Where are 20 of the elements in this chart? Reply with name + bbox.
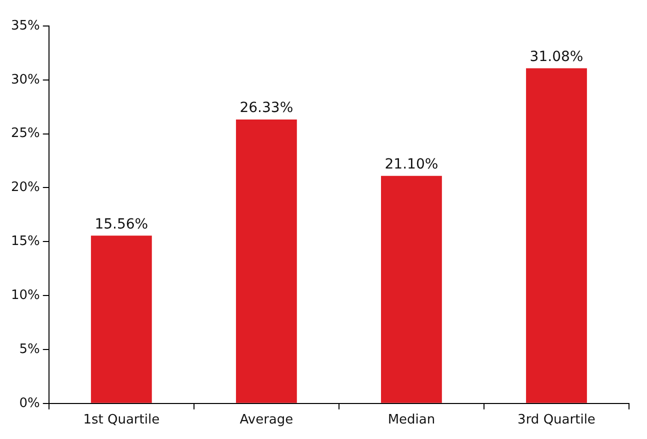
y-tick-label: 15% [10,234,40,250]
x-tick-label: 1st Quartile [83,412,160,428]
data-label: 15.56% [94,216,148,232]
data-label: 31.08% [530,48,584,65]
y-tick-label: 10% [10,288,40,303]
data-label: 26.33% [240,100,294,116]
y-tick-label: 30% [10,72,40,88]
y-tick-label: 0% [19,396,40,411]
y-tick-label: 35% [10,18,40,34]
data-label: 21.10% [384,156,438,173]
bar [90,236,152,403]
bar [236,119,297,403]
x-tick-label: 3rd Quartile [518,412,596,428]
y-tick-label: 5% [19,342,40,357]
x-tick-label: Median [388,412,436,428]
bar [381,176,442,403]
y-tick-label: 20% [10,180,40,196]
y-tick-label: 25% [10,126,40,142]
x-tick-label: Average [240,412,294,428]
bar [526,68,587,403]
